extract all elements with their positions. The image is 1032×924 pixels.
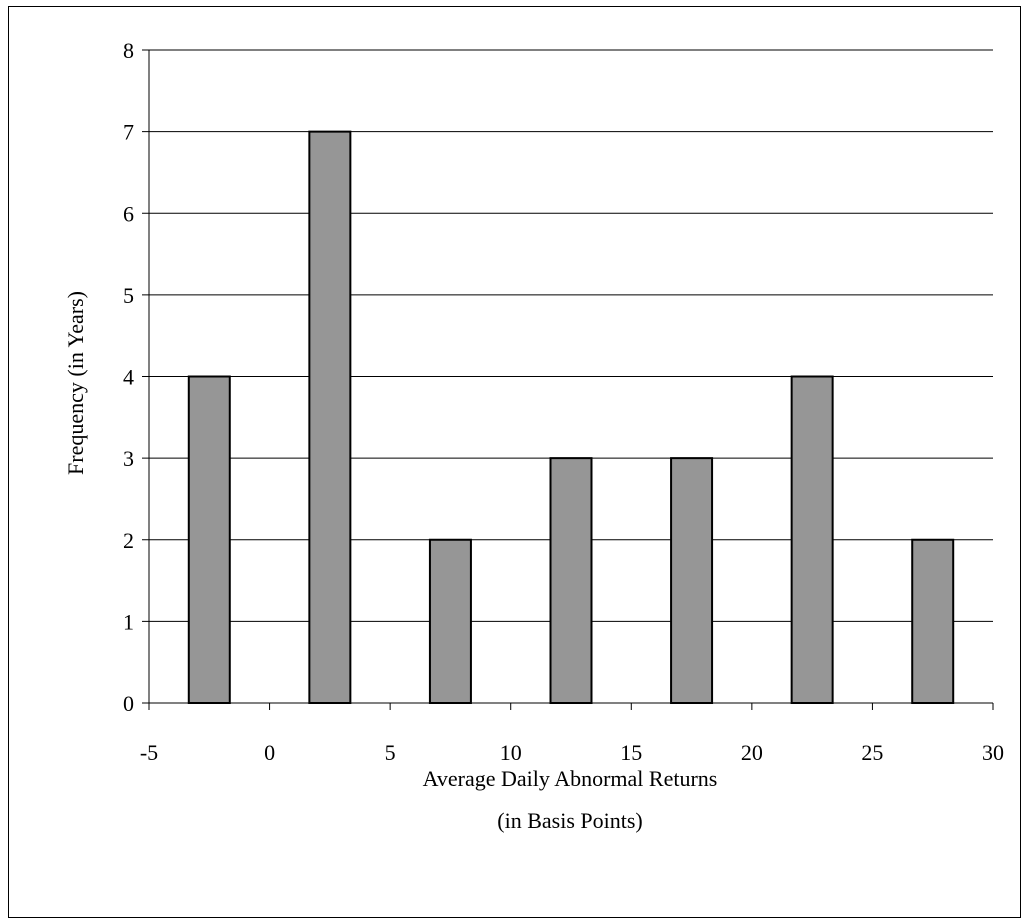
y-tick-label: 6: [123, 201, 134, 226]
bar: [428, 538, 472, 704]
y-tick-label: 4: [123, 365, 134, 390]
bars: [187, 130, 955, 704]
y-tick-label: 2: [123, 528, 134, 553]
axes: [142, 49, 994, 710]
bar: [790, 375, 834, 704]
y-axis-label: Frequency (in Years): [63, 291, 88, 475]
bar: [911, 538, 955, 704]
y-tick-label: 5: [123, 283, 134, 308]
chart-frame: [8, 6, 1021, 918]
y-tick-label: 1: [123, 609, 134, 634]
x-tick-label: 10: [500, 740, 522, 765]
y-tick-label: 8: [123, 38, 134, 63]
x-tick-label: -5: [140, 740, 158, 765]
y-tick-label: 3: [123, 446, 134, 471]
x-tick-label: 15: [620, 740, 642, 765]
x-tick-labels: -5 0 5 10 15 20 25 30: [140, 740, 1004, 765]
y-tick-label: 7: [123, 120, 134, 145]
x-axis-label-line2: (in Basis Points): [497, 808, 642, 833]
bar: [670, 457, 714, 704]
x-tick-label: 30: [982, 740, 1004, 765]
x-tick-label: 0: [264, 740, 275, 765]
y-tick-label: 0: [123, 691, 134, 716]
gridlines: [149, 49, 993, 622]
bar: [308, 130, 352, 704]
bar: [187, 375, 231, 704]
x-tick-label: 20: [741, 740, 763, 765]
x-axis-label-line1: Average Daily Abnormal Returns: [423, 766, 718, 791]
x-tick-label: 5: [385, 740, 396, 765]
x-tick-label: 25: [861, 740, 883, 765]
bar: [549, 457, 593, 704]
y-tick-labels: 0 1 2 3 4 5 6 7 8: [123, 38, 134, 716]
